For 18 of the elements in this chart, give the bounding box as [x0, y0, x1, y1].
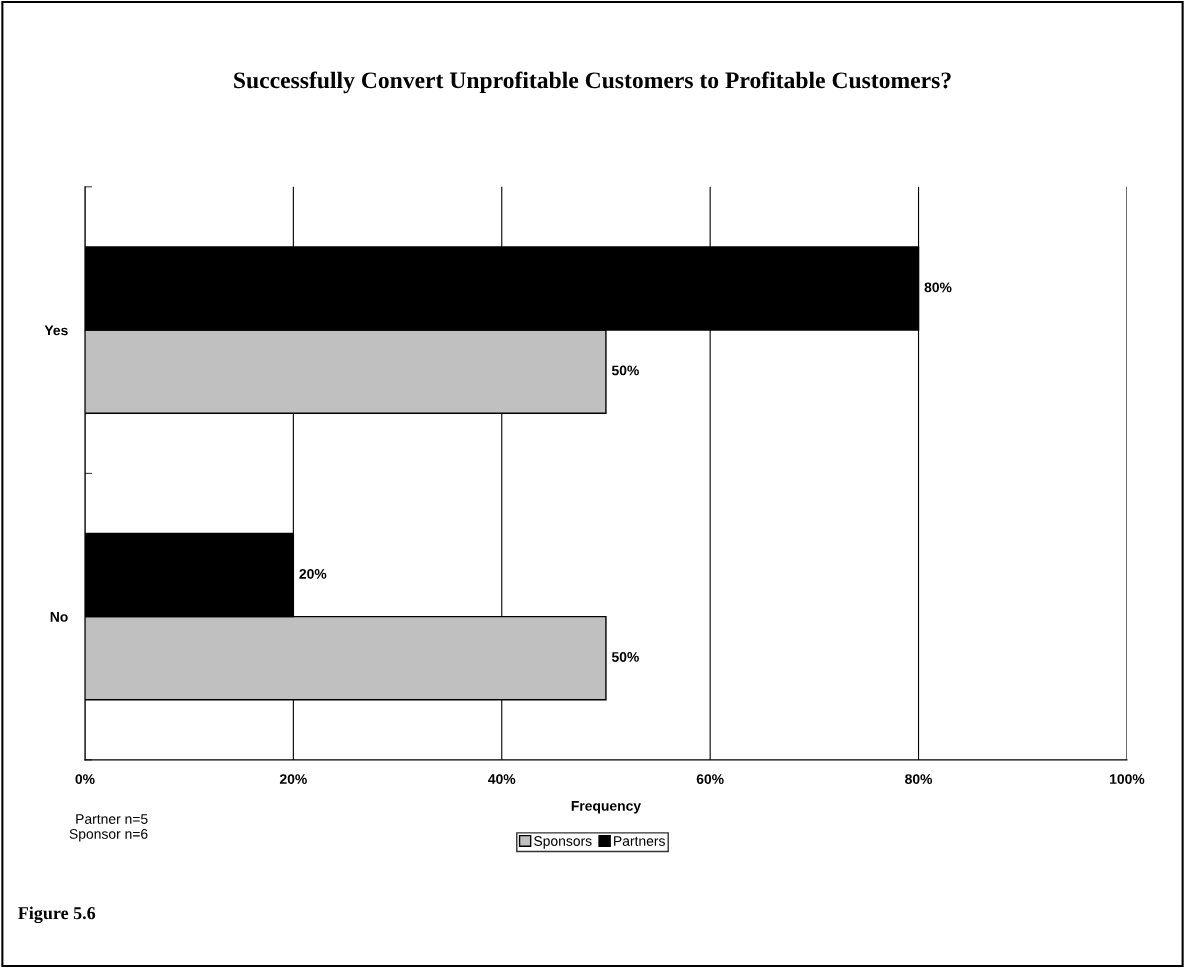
x-tick-label: 20% — [279, 774, 307, 784]
data-label: 20% — [299, 568, 327, 579]
x-tick-label: 60% — [696, 774, 724, 784]
legend-label: Sponsors — [534, 836, 592, 849]
x-tick-label: 0% — [75, 774, 95, 784]
data-label: 50% — [611, 652, 639, 662]
chart-title: Successfully Convert Unprofitable Customers to Profitable Customers? — [234, 71, 951, 94]
legend-label: Partners — [614, 836, 665, 846]
data-label: 80% — [924, 282, 952, 293]
x-tick-label: 40% — [488, 774, 516, 784]
caption: Figure 5.6 — [18, 906, 96, 924]
y-tick-label: No — [50, 612, 68, 622]
text: Partner n=5 Sponsor n=6 — [69, 814, 148, 842]
data-label: 50% — [611, 365, 639, 376]
x-axis-title: Frequency — [571, 801, 641, 814]
y-tick-label: Yes — [44, 325, 68, 336]
x-tick-label: 80% — [905, 774, 933, 784]
x-tick-label: 100% — [1110, 774, 1145, 784]
